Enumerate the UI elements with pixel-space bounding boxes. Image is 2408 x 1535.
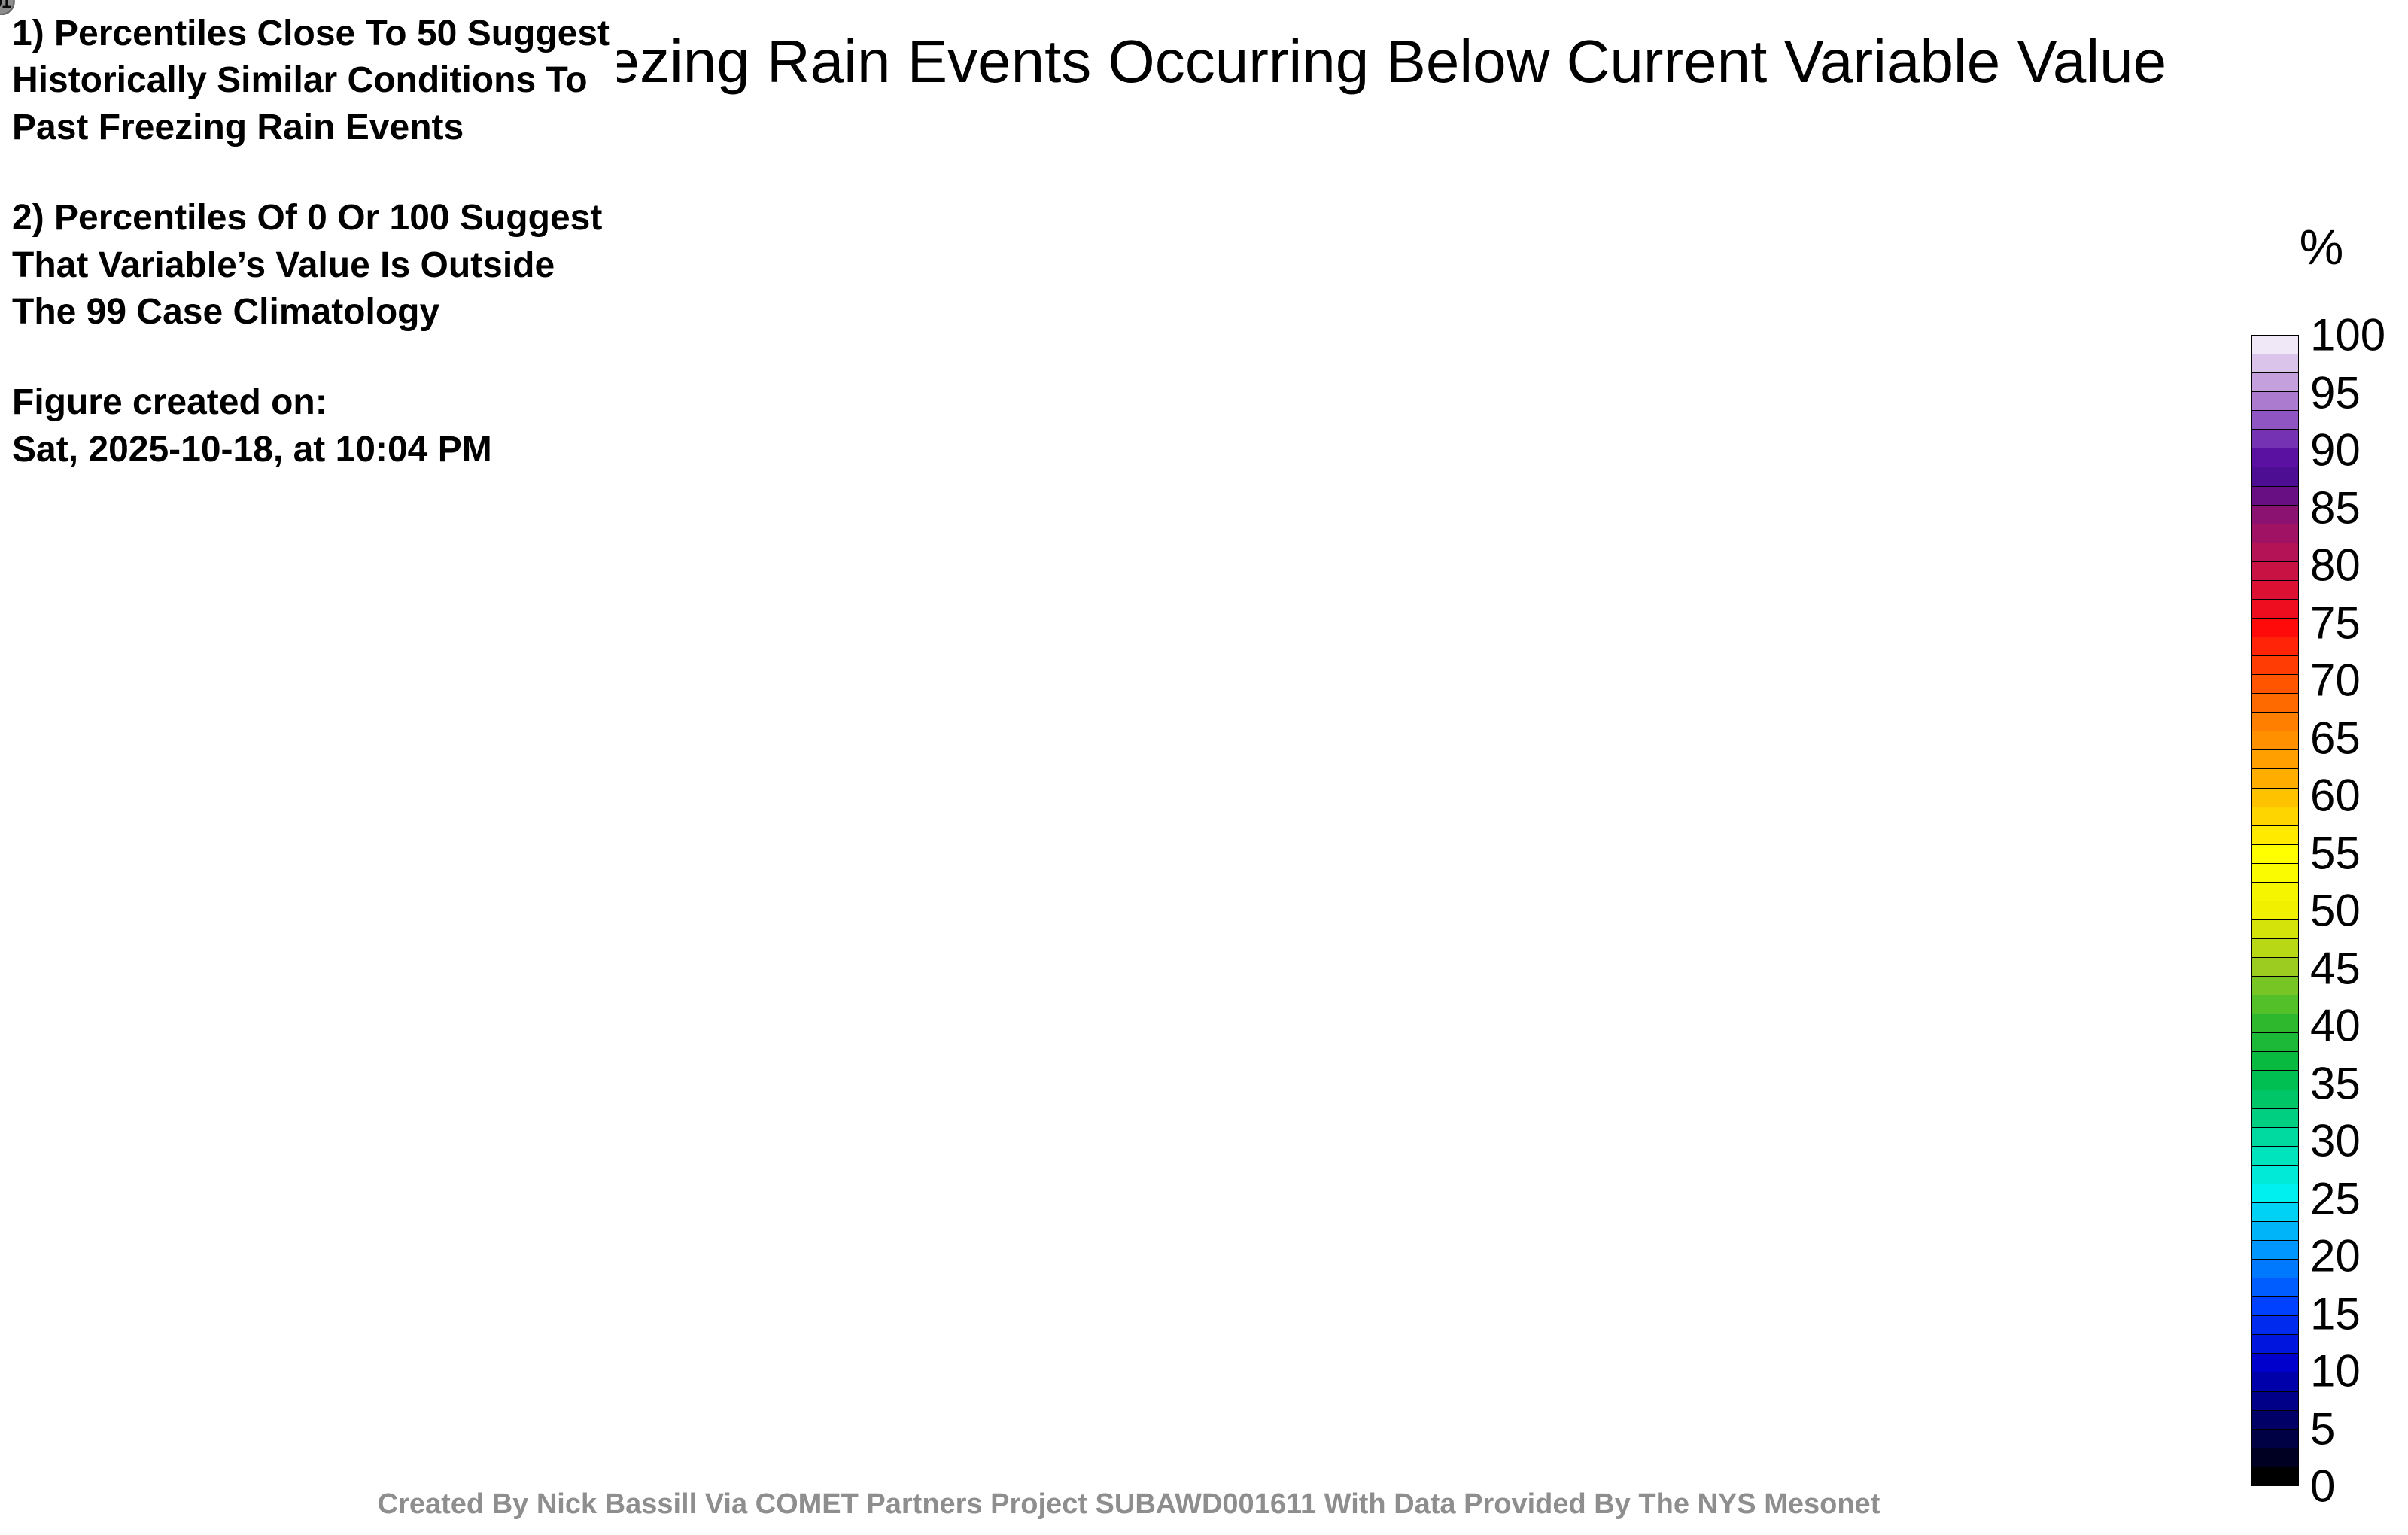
colorbar-tick-label: 50 [2310, 885, 2408, 937]
note-percentiles-50: 1) Percentiles Close To 50 Suggest Histo… [12, 11, 610, 151]
colorbar-tick-label: 15 [2310, 1288, 2408, 1340]
colorbar-tick-label: 5 [2310, 1403, 2408, 1455]
colorbar-tick-label: 40 [2310, 1000, 2408, 1052]
figure-created-on: Figure created on: Sat, 2025-10-18, at 10… [12, 379, 610, 473]
colorbar-tick-label: 95 [2310, 367, 2408, 419]
colorbar-tick-label: 70 [2310, 655, 2408, 707]
panel-percentile-average: 9191908990929089909091918590919191919191… [0, 0, 16, 15]
colorbar-tick-label: 45 [2310, 943, 2408, 995]
colorbar-tick-label: 25 [2310, 1173, 2408, 1225]
colorbar-tick-label: 35 [2310, 1058, 2408, 1110]
colorbar-tick-label: 0 [2310, 1461, 2408, 1512]
colorbar-tick-label: 100 [2310, 309, 2408, 361]
colorbar-tick-label: 90 [2310, 424, 2408, 476]
colorbar-tick-label: 65 [2310, 713, 2408, 764]
colorbar-tick-label: 55 [2310, 828, 2408, 880]
colorbar: 100 95 90 85 80 75 70 65 60 55 50 45 40 35 30 25 20 15 10 5… [2251, 310, 2385, 1512]
colorbar-unit-label: % [2254, 218, 2389, 275]
colorbar-tick-label: 10 [2310, 1345, 2408, 1397]
colorbar-tick-label: 60 [2310, 770, 2408, 822]
colorbar-tick-label: 80 [2310, 540, 2408, 591]
colorbar-tick-label: 75 [2310, 597, 2408, 649]
colorbar-tick-label: 85 [2310, 482, 2408, 534]
colorbar-tick-label: 20 [2310, 1230, 2408, 1282]
colorbar-gradient [2251, 335, 2299, 1486]
figure-caption: Created By Nick Bassill Via COMET Partne… [0, 1488, 2258, 1521]
notes-panel: 1) Percentiles Close To 50 Suggest Histo… [0, 0, 618, 474]
colorbar-tick-label: 30 [2310, 1115, 2408, 1167]
note-percentiles-0-100: 2) Percentiles Of 0 Or 100 Suggest That … [12, 195, 610, 336]
